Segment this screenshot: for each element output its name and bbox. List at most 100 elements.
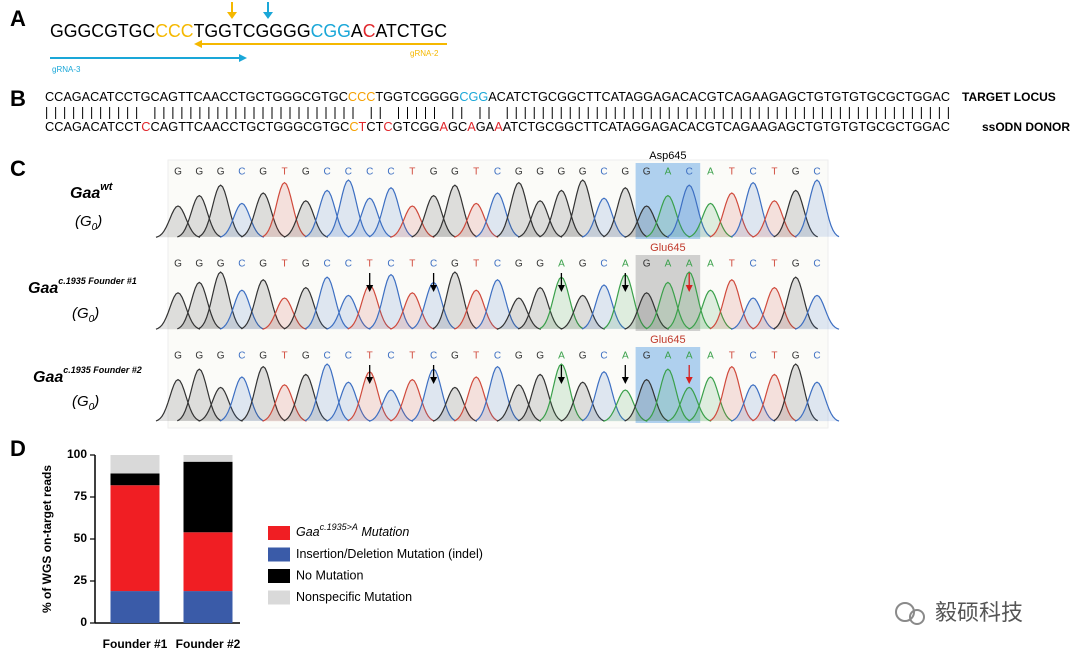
generation-subscript: 0 (92, 222, 98, 233)
mutation-arrow (430, 365, 438, 384)
chromatogram-peak (752, 200, 797, 238)
bar-segment (183, 461, 233, 533)
base-call: C (430, 351, 437, 362)
sequence-segment: TGGTCGGGG (375, 90, 459, 104)
arrow-head (366, 377, 374, 384)
chromatogram-peak (773, 189, 818, 238)
chromatogram-peak (326, 294, 371, 330)
sequence: CCAGACATCCT CCAGTTCAACCTGCTGGGCGTGC CTCTCG… (45, 120, 950, 134)
base-call: T (771, 259, 777, 270)
mutation-arrow (430, 273, 438, 292)
chromatogram-peak (496, 297, 541, 330)
base-call: A (686, 351, 693, 362)
base-call: T (771, 351, 777, 362)
base-call: G (515, 259, 523, 270)
base-call: C (600, 351, 607, 362)
y-tick-label: 100 (67, 447, 87, 461)
base-call: C (686, 167, 693, 178)
base-call: A (686, 259, 693, 270)
chromatogram-peak (155, 205, 201, 238)
grna-label: gRNA-3 (52, 65, 81, 74)
chromatogram-peak (326, 381, 371, 422)
sequence-segment: TGGTCGGGG (194, 21, 311, 41)
chromatogram-peak (304, 189, 350, 238)
base-call: G (451, 259, 459, 270)
generation-label: (G0) (72, 305, 99, 325)
base-call: G (792, 167, 800, 178)
genotype-superscript: c.1935 Founder #2 (63, 365, 142, 375)
base-call: G (621, 167, 629, 178)
chromatogram-peak (283, 286, 329, 330)
mutation-arrow (366, 273, 374, 292)
chromatogram-peak (517, 373, 563, 422)
chromatogram-peak (219, 376, 265, 422)
base-call: C (387, 259, 394, 270)
chromatogram-peak (390, 205, 435, 238)
base-call: A (622, 259, 629, 270)
alignment-pipes: ||||||||||| ||||||||||||||||||||||| || |… (45, 105, 950, 119)
base-call: G (195, 167, 203, 178)
chromatogram-peak (347, 197, 392, 238)
chromatogram-peak (688, 376, 733, 422)
generation-label: (G0) (75, 213, 102, 233)
base-call: T (729, 259, 735, 270)
x-tick-label: Founder #1 (103, 637, 168, 651)
panel-letter: A (10, 6, 26, 31)
base-call: G (579, 259, 587, 270)
chromatogram-peak (453, 289, 499, 330)
mutation-arrow (685, 365, 693, 384)
sequence-segment: CGG (459, 90, 488, 104)
base-call: T (771, 167, 777, 178)
chromatogram-peak (283, 200, 329, 238)
base-call: G (259, 351, 267, 362)
genotype-base: Gaa (70, 185, 100, 202)
arrow-head (621, 377, 629, 384)
arrow-head (366, 285, 374, 292)
base-call: A (558, 351, 565, 362)
chromatogram-peak (262, 297, 307, 330)
base-call: A (665, 259, 672, 270)
sequence-segment: T (359, 120, 367, 134)
codon-highlight (635, 347, 701, 423)
chromatogram-peak (432, 271, 478, 330)
base-call: C (345, 167, 352, 178)
sequence-segment: C (383, 120, 392, 134)
chromatogram-peak (603, 389, 648, 422)
base-call: G (579, 351, 587, 362)
base-call: C (600, 167, 607, 178)
sequence-label: ssODN DONOR (982, 120, 1070, 134)
base-call: T (409, 259, 415, 270)
base-call: G (259, 259, 267, 270)
chromatogram-peak (581, 197, 627, 238)
bar-segment (183, 455, 233, 462)
base-call: G (174, 351, 182, 362)
chromatogram-peak (794, 179, 840, 238)
base-call: G (302, 351, 310, 362)
chromatogram-peak (752, 373, 797, 422)
sequence-segment: A (440, 120, 449, 134)
genotype-superscript: c.1935 Founder #1 (58, 276, 137, 286)
base-call: C (323, 351, 330, 362)
base-call: G (536, 167, 544, 178)
bar-segment (110, 473, 160, 486)
chromatogram-peak (730, 384, 776, 422)
chromatogram-peak (794, 294, 840, 330)
sequence-segment: A (467, 120, 476, 134)
sequence-segment: CCC (348, 90, 376, 104)
mutation-arrow (557, 273, 565, 292)
base-call: C (600, 259, 607, 270)
base-call: T (409, 167, 415, 178)
x-tick-label: Founder #2 (176, 637, 241, 651)
base-call: G (536, 259, 544, 270)
base-call: G (174, 167, 182, 178)
base-call: C (749, 167, 756, 178)
codon-label: Glu645 (650, 242, 685, 254)
y-axis-label: % of WGS on-target reads (40, 465, 54, 613)
generation-end: ) (92, 393, 99, 410)
legend-label: Insertion/Deletion Mutation (indel) (296, 547, 483, 561)
panel-letter: C (10, 156, 26, 181)
chromatogram-peak (475, 192, 520, 238)
chromatogram-peak (198, 271, 243, 330)
generation-end: ) (95, 213, 102, 230)
